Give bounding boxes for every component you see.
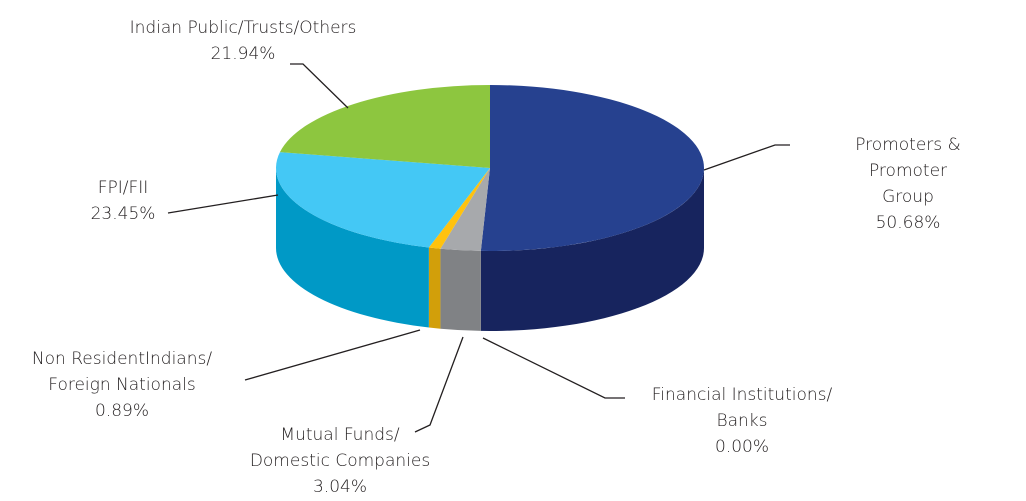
slice-value: 0.89% [94, 401, 150, 421]
slice-side [428, 247, 441, 329]
slice [480, 85, 705, 252]
slice-label: Promoters & Promoter Group [855, 135, 961, 207]
slice-value: 50.68% [875, 213, 941, 233]
slice [279, 85, 490, 168]
leader-line [482, 337, 625, 399]
slice-value: 3.04% [312, 477, 368, 497]
slice-label: Mutual Funds/ Domestic Companies [249, 425, 431, 471]
slice-label: Indian Public/Trusts/Others [129, 18, 357, 38]
slice-side [276, 168, 429, 328]
slice [428, 168, 490, 249]
leader-line [703, 144, 790, 171]
slice-value: 23.45% [90, 204, 156, 224]
slice [440, 168, 490, 251]
leader-line [244, 329, 421, 381]
leader-line [414, 336, 464, 433]
slice-value: 21.94% [210, 44, 276, 64]
slice-value: 0.00% [714, 437, 770, 457]
leader-line [290, 63, 349, 109]
slice-side [440, 248, 481, 331]
slice [275, 152, 490, 248]
slice-label: FPI/FII [97, 178, 149, 198]
slice-side [480, 168, 704, 331]
slice-label: Non ResidentIndians/ Foreign Nationals [31, 349, 213, 395]
leader-line [167, 194, 279, 214]
slice-label: Financial Institutions/ Banks [651, 385, 833, 431]
